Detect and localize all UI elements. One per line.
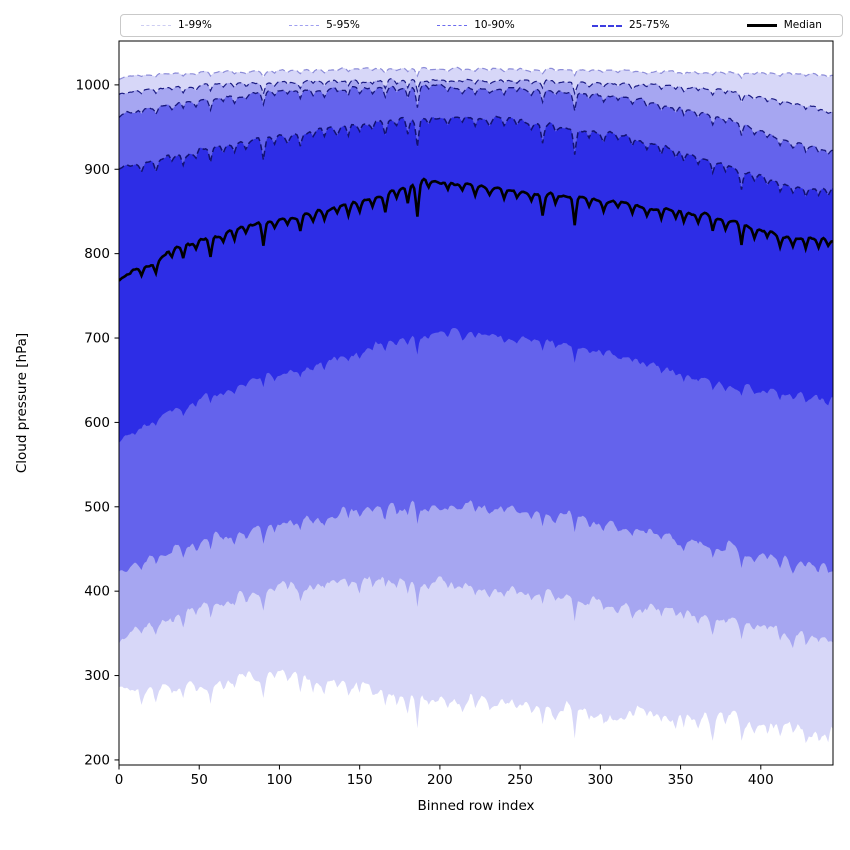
x-tick-label: 50 [191,772,208,788]
y-tick-label: 900 [84,162,110,178]
x-tick-label: 0 [115,772,124,788]
edge-line-p90 [119,83,833,156]
edge-line-p99 [119,66,833,80]
y-tick-label: 200 [84,752,110,768]
edge-line-p95 [119,78,833,114]
legend-line-sample-5-95 [289,25,320,26]
y-tick-label: 300 [84,668,110,684]
median-line [119,177,833,282]
y-tick-label: 500 [84,499,110,515]
y-tick-label: 1000 [76,77,110,93]
edge-line-p75 [119,115,833,200]
band-25-75% [119,116,833,443]
x-tick-label: 400 [748,772,774,788]
legend-item-median: Median [746,19,822,32]
percentile-bands [119,67,833,743]
legend-item-25-75: 25-75% [591,19,670,32]
legend-item-10-90: 10-90% [437,20,515,31]
legend-label: 10-90% [474,19,515,32]
legend-label: 25-75% [628,19,670,32]
x-tick-label: 200 [427,772,453,788]
y-axis-label: Cloud pressure [hPa] [14,332,30,474]
axes-spines [118,40,834,766]
legend-item-1-99: 1-99% [141,20,212,31]
x-tick-label: 100 [267,772,293,788]
x-tick-label: 350 [668,772,694,788]
legend-label: 1-99% [178,19,212,32]
x-tick-label: 300 [587,772,613,788]
legend-line-sample-1-99 [141,25,171,26]
x-tick-label: 150 [347,772,373,788]
y-tick-label: 700 [84,331,110,347]
legend-item-5-95: 5-95% [289,20,360,31]
y-tick-label: 400 [84,584,110,600]
y-tick-label: 600 [84,415,110,431]
legend-label: 5-95% [326,19,360,32]
x-tick-label: 250 [507,772,533,788]
legend-line-sample-median [746,24,777,27]
percentile-edge-lines [119,66,833,200]
legend-line-sample-25-75 [591,24,622,27]
legend-label: Median [783,19,822,32]
x-axis-label: Binned row index [417,798,535,814]
y-tick-label: 800 [84,246,110,262]
axis-ticks: 0 50 100 150 200 250 300 350 400 200 300 400 500 600 7… [76,77,774,788]
legend-line-sample-10-90 [437,25,468,26]
legend: 1-99% 5-95% 10-90% 25-75% Median [120,14,843,37]
